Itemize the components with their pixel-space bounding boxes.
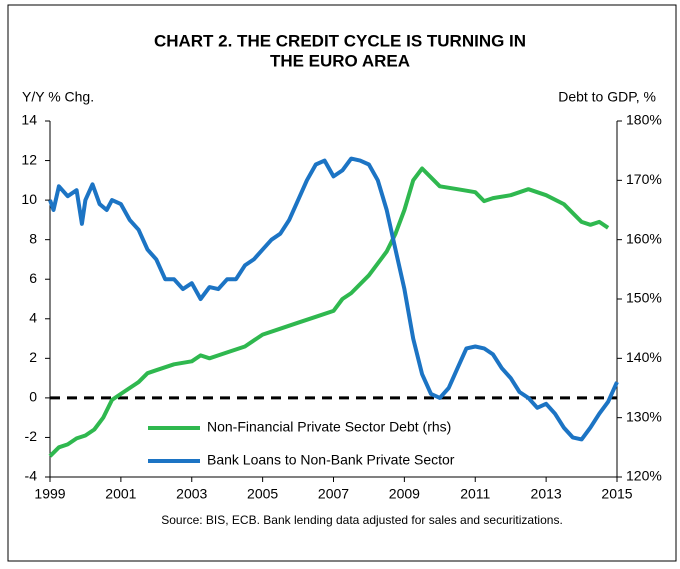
chart-title: THE EURO AREA xyxy=(270,51,410,70)
y-tick-label: 10 xyxy=(21,191,37,207)
x-tick-label: 2011 xyxy=(460,486,490,502)
y2-tick-label: 150% xyxy=(626,290,662,306)
y2-tick-label: 170% xyxy=(626,171,662,187)
y2-tick-label: 130% xyxy=(626,408,662,424)
x-tick-label: 2013 xyxy=(531,486,562,502)
y-tick-label: 0 xyxy=(29,389,37,405)
frame xyxy=(7,4,677,562)
y-tick-label: -2 xyxy=(25,428,38,444)
y-tick-label: 12 xyxy=(21,151,37,167)
y-tick-label: -4 xyxy=(25,468,38,484)
source-note: Source: BIS, ECB. Bank lending data adju… xyxy=(161,513,563,527)
series-line xyxy=(48,156,619,442)
chart-title: CHART 2. THE CREDIT CYCLE IS TURNING IN xyxy=(154,31,526,50)
y-axis-label: Y/Y % Chg. xyxy=(22,89,94,105)
y-tick-label: 4 xyxy=(29,309,37,325)
y2-tick-label: 140% xyxy=(626,349,662,365)
y2-axis-label: Debt to GDP, % xyxy=(558,89,656,105)
y-tick-label: 2 xyxy=(29,349,37,365)
y-tick-label: 14 xyxy=(21,112,37,128)
y2-tick-label: 180% xyxy=(626,112,662,128)
x-tick-label: 2015 xyxy=(601,486,632,502)
y-tick-label: 8 xyxy=(29,230,37,246)
y-tick-label: 6 xyxy=(29,270,37,286)
series-line xyxy=(48,166,610,458)
x-tick-label: 2001 xyxy=(105,486,136,502)
x-tick-label: 2007 xyxy=(318,486,349,502)
y2-tick-label: 160% xyxy=(626,230,662,246)
x-tick-label: 2009 xyxy=(389,486,420,502)
x-tick-label: 2005 xyxy=(247,486,278,502)
y2-tick-label: 120% xyxy=(626,468,662,484)
x-tick-label: 1999 xyxy=(34,486,65,502)
legend-label: Bank Loans to Non-Bank Private Sector xyxy=(207,452,455,468)
legend-label: Non-Financial Private Sector Debt (rhs) xyxy=(207,419,451,435)
x-tick-label: 2003 xyxy=(176,486,207,502)
